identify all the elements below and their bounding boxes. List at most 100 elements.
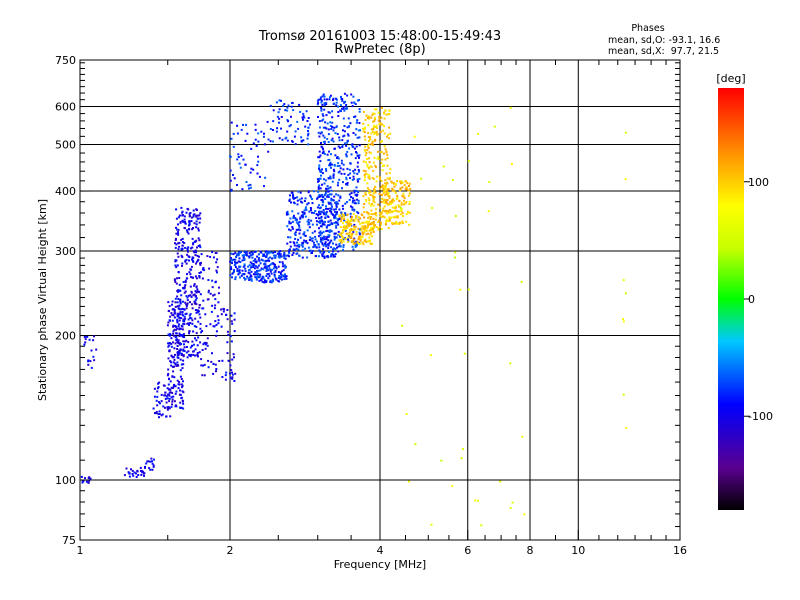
data-point [296,196,299,199]
data-point [399,206,402,209]
data-point [303,212,306,215]
data-point [346,150,349,153]
data-point [250,251,253,254]
data-point [156,390,159,393]
data-point [178,351,181,354]
data-point [330,166,332,169]
data-point [413,135,416,138]
data-point [247,265,250,268]
data-point [155,411,158,413]
data-point [176,252,179,255]
data-point [262,135,265,138]
data-point [185,339,188,342]
data-point [313,245,316,248]
data-point [365,114,368,117]
data-point [308,210,311,213]
data-point [303,116,306,119]
data-point [343,217,346,220]
data-point [170,337,173,340]
data-point [269,104,272,107]
data-point [173,316,176,319]
data-point [236,184,238,186]
data-point [310,237,313,240]
data-point [343,214,346,217]
data-point [157,413,160,416]
data-point [289,241,292,244]
data-point [337,105,339,108]
data-point [356,178,359,181]
data-point [167,301,170,304]
data-point [319,187,322,190]
data-point [353,189,356,192]
data-point [303,200,306,202]
data-point [375,180,378,183]
data-point [128,475,131,478]
data-point [279,254,282,257]
data-point [179,298,182,301]
data-point [395,222,397,225]
data-point [198,304,201,306]
data-point [272,120,275,123]
data-point [338,199,341,202]
data-point [254,250,257,253]
data-point [346,167,349,170]
data-point [233,356,235,359]
data-point [322,235,325,238]
data-point [189,346,192,349]
data-point [311,240,314,242]
data-point [278,256,281,259]
data-point [290,105,293,108]
data-point [346,133,349,136]
data-point [197,259,200,262]
data-point [181,313,184,316]
data-point [198,276,201,279]
data-point [367,167,370,170]
data-point [245,181,248,183]
data-point [181,386,183,389]
data-point [193,240,196,243]
data-point [323,213,326,216]
data-point [191,246,194,249]
data-point [188,221,191,224]
data-point [207,289,210,292]
data-point [194,254,197,257]
data-point [376,175,379,178]
data-point [206,337,209,340]
data-point [185,295,188,298]
data-point [236,124,239,127]
data-point [264,260,267,263]
data-point [215,334,218,337]
data-point [318,211,321,214]
data-point [309,236,312,239]
data-point [229,179,232,182]
data-point [188,353,191,356]
data-point [377,156,380,159]
data-point [163,394,166,397]
data-point [288,222,291,225]
data-point [170,342,173,345]
data-point [248,255,250,258]
data-point [196,254,199,257]
data-point [329,207,332,210]
data-point [178,335,181,337]
data-point [270,272,273,275]
data-point [243,263,246,266]
data-point [306,256,309,259]
data-point [192,260,195,263]
data-point [175,339,178,342]
data-point [333,232,336,235]
data-point [323,256,326,259]
data-point [315,213,318,216]
data-point [192,209,195,212]
data-point [298,254,301,257]
data-point [369,233,372,236]
data-point [232,145,235,148]
data-point [265,254,268,257]
data-point [304,247,307,250]
data-point [370,152,373,155]
data-point [196,260,199,263]
data-point [242,265,245,268]
data-point [176,264,179,267]
data-point [178,349,181,352]
